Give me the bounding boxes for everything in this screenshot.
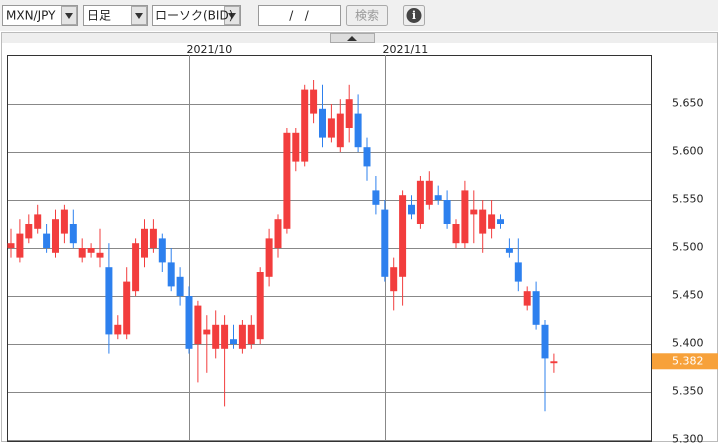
plot-border: [7, 55, 652, 442]
date: / /: [289, 9, 309, 23]
candle-body: [283, 132, 291, 229]
candle-body: [25, 224, 33, 239]
candle-body: [541, 324, 549, 359]
x-tick-label: 2021/11: [383, 43, 429, 56]
candle-body: [185, 296, 193, 349]
period: 日足: [87, 9, 111, 23]
candle-body: [381, 209, 389, 277]
candle-body: [247, 324, 255, 344]
candle-body: [452, 224, 460, 244]
chart-frame: [1, 32, 718, 442]
candle-body: [43, 233, 51, 248]
candle-body: [434, 195, 442, 200]
candle-body: [488, 214, 496, 229]
candle-body: [16, 233, 24, 258]
candle-body: [470, 209, 478, 215]
candle-body: [363, 147, 371, 167]
collapse-button[interactable]: [330, 33, 375, 43]
candle-body: [60, 209, 68, 234]
y-tick-label: 5.650: [672, 97, 704, 110]
x-tick-label: 2021/10: [187, 43, 233, 56]
y-tick-label: 5.600: [672, 145, 704, 158]
candle-body: [310, 89, 318, 114]
candle-body: [372, 190, 380, 205]
candle-body: [265, 238, 273, 277]
candle-body: [230, 339, 237, 344]
current-price-box: [652, 353, 718, 370]
candle-body: [497, 219, 504, 224]
chart-kind: ローソク(BID): [155, 9, 233, 23]
current-price-label: 5.382: [672, 354, 704, 367]
candle-body: [78, 248, 86, 258]
date-input[interactable]: / /: [258, 5, 341, 26]
candle-body: [256, 272, 264, 340]
candle-body: [114, 324, 122, 335]
candle-body: [550, 361, 558, 364]
candle-body: [176, 276, 184, 296]
candle-body: [505, 248, 513, 253]
candle-body: [149, 228, 157, 248]
candle-body: [408, 204, 415, 215]
candle-body: [105, 267, 113, 335]
y-tick-label: 5.300: [672, 433, 704, 444]
search-button[interactable]: 検索: [346, 5, 388, 26]
y-tick-label: 5.350: [672, 385, 704, 398]
candle-body: [158, 238, 166, 263]
candle-body: [52, 219, 59, 253]
candle-body: [399, 195, 407, 277]
candle-body: [96, 252, 104, 258]
info-button[interactable]: i: [403, 5, 425, 26]
candle-body: [7, 243, 15, 248]
candle-body: [87, 248, 95, 253]
candle-body: [34, 214, 42, 229]
candle-body: [167, 262, 175, 287]
candle-body: [336, 113, 344, 148]
candle-body: [141, 228, 148, 258]
candle-body: [461, 190, 469, 244]
y-tick-label: 5.400: [672, 337, 704, 350]
candle-body: [479, 209, 487, 234]
candle-body: [523, 291, 531, 306]
y-tick-label: 5.500: [672, 241, 704, 254]
candle-body: [274, 219, 282, 248]
candle-body: [514, 262, 522, 282]
candle-body: [443, 200, 451, 224]
toolbar: MXN/JPY 日足 ローソク(BID) / / 検索 i: [0, 0, 718, 31]
candle-body: [345, 99, 353, 128]
candle-body: [354, 113, 362, 148]
candle-body: [132, 243, 140, 292]
y-tick-label: 5.450: [672, 289, 704, 302]
candle-body: [416, 180, 424, 224]
candle-body: [301, 89, 309, 162]
chart-kind-select[interactable]: ローソク(BID): [152, 5, 241, 26]
candle-body: [238, 324, 246, 349]
candle-body: [532, 291, 540, 325]
y-tick-label: 5.550: [672, 193, 704, 206]
candle-body: [123, 281, 131, 335]
candle-body: [221, 324, 229, 349]
candle-body: [212, 324, 220, 349]
candle-body: [69, 224, 77, 244]
search: 検索: [355, 9, 379, 23]
candle-body: [390, 267, 398, 292]
candle-body: [319, 108, 326, 138]
info: i: [412, 9, 416, 22]
candle-body: [425, 180, 433, 205]
candle-body: [194, 305, 202, 344]
symbol: MXN/JPY: [6, 9, 56, 23]
candle-body: [327, 118, 335, 138]
candle-body: [292, 132, 300, 162]
symbol-select[interactable]: MXN/JPY: [2, 5, 78, 26]
candle-body: [203, 329, 211, 335]
period-select[interactable]: 日足: [83, 5, 148, 26]
